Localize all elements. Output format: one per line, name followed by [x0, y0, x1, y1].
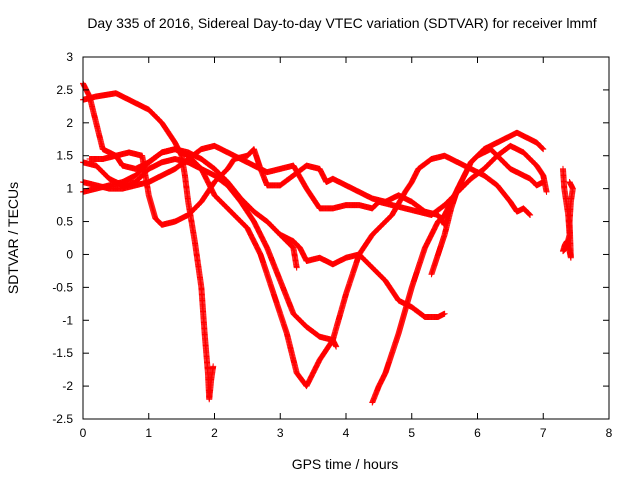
y-tick-label: -2.5 — [52, 412, 73, 426]
y-tick-label: 0 — [66, 247, 73, 261]
x-tick-label: 6 — [474, 426, 481, 440]
data-point-marker — [441, 310, 448, 317]
x-tick-label: 0 — [80, 426, 87, 440]
x-tick-label: 7 — [540, 426, 547, 440]
y-tick-label: 2 — [66, 116, 73, 130]
data-marks — [80, 80, 576, 406]
chart-title: Day 335 of 2016, Sidereal Day-to-day VTE… — [87, 15, 596, 31]
x-tick-label: 3 — [277, 426, 284, 440]
y-tick-label: 0.5 — [56, 215, 73, 229]
x-tick-label: 1 — [145, 426, 152, 440]
y-tick-label: 3 — [66, 50, 73, 64]
y-tick-label: -2 — [62, 379, 73, 393]
y-tick-label: 2.5 — [56, 83, 73, 97]
x-tick-label: 4 — [343, 426, 350, 440]
y-tick-label: 1.5 — [56, 149, 73, 163]
y-tick-label: -0.5 — [52, 280, 73, 294]
x-axis-label: GPS time / hours — [292, 456, 399, 472]
x-tick-label: 2 — [211, 426, 218, 440]
y-tick-label: 1 — [66, 182, 73, 196]
data-point-marker — [333, 343, 340, 350]
data-point-marker — [525, 210, 532, 217]
data-point-marker — [527, 211, 534, 218]
x-tick-label: 5 — [408, 426, 415, 440]
data-point-marker — [210, 363, 217, 370]
x-tick-label: 8 — [606, 426, 613, 440]
data-point-marker — [526, 211, 533, 218]
y-tick-label: -1.5 — [52, 346, 73, 360]
series-arc-3 — [80, 156, 340, 350]
y-tick-label: -1 — [62, 313, 73, 327]
y-axis-label: SDTVAR / TECUs — [5, 182, 21, 294]
